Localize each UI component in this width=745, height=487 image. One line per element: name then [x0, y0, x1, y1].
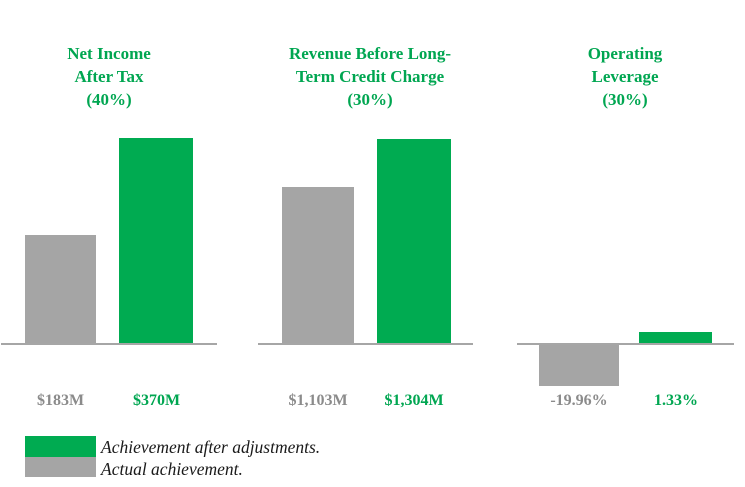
chart2-title: Revenue Before Long- Term Credit Charge … [258, 42, 482, 111]
chart3-value-adjusted: 1.33% [654, 392, 698, 409]
chart2-value-actual: $1,103M [288, 392, 348, 409]
chart2-bar-actual [282, 187, 354, 343]
chart1-bar-actual [25, 235, 96, 343]
chart1-title-line2: After Tax [74, 67, 144, 86]
chart3-bar-actual-negative [539, 345, 619, 386]
chart1-value-actual: $183M [36, 392, 85, 409]
legend-label-adjusted: Achievement after adjustments. [101, 437, 321, 457]
chart1-bar-adjusted [119, 138, 193, 343]
chart1-title-line1: Net Income [67, 44, 151, 63]
chart2-title-line2: Term Credit Charge [295, 67, 445, 86]
chart3-title-weight: (30%) [602, 90, 648, 109]
chart1-value-adjusted: $370M [132, 392, 181, 409]
legend-swatch-adjusted [25, 436, 96, 457]
chart1-axis-line [1, 343, 217, 345]
chart3-bar-adjusted [639, 332, 712, 343]
legend-label-actual: Actual achievement. [101, 459, 243, 479]
chart2-title-weight: (30%) [347, 90, 393, 109]
chart2-axis-line [258, 343, 473, 345]
chart3-value-actual: -19.96% [550, 392, 608, 409]
chart2-value-adjusted: $1,304M [384, 392, 444, 409]
chart2-bar-adjusted [377, 139, 451, 343]
chart2-title-line1: Revenue Before Long- [288, 44, 452, 63]
chart3-title: Operating Leverage (30%) [525, 42, 725, 111]
chart3-title-line2: Leverage [591, 67, 659, 86]
chart1-title: Net Income After Tax (40%) [9, 42, 209, 111]
legend-swatch-actual [25, 457, 96, 477]
chart3-axis-line [517, 343, 734, 345]
chart3-title-line1: Operating [587, 44, 663, 63]
chart1-title-weight: (40%) [86, 90, 132, 109]
